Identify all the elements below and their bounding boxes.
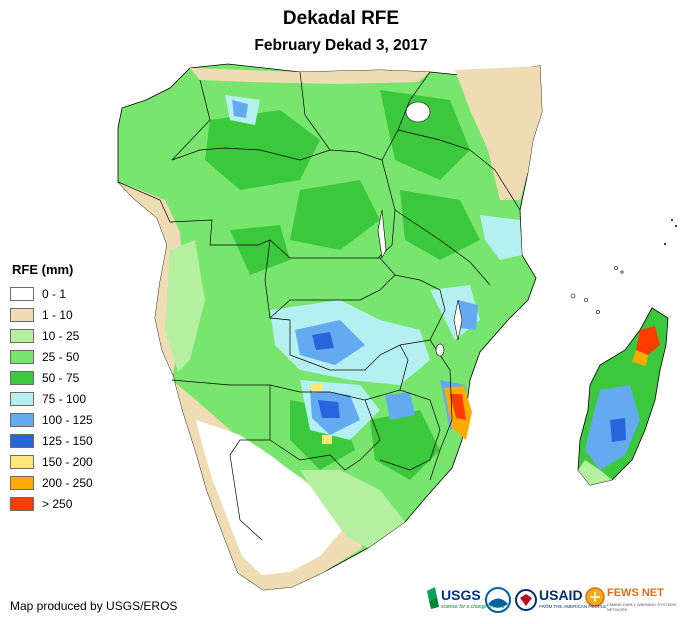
madagascar-heavy	[632, 350, 648, 366]
legend: 0 - 1 1 - 10 10 - 25 25 - 50 50 - 75 75 - 100…	[10, 283, 93, 515]
legend-label: 1 - 10	[42, 307, 73, 322]
legend-label: 10 - 25	[42, 328, 80, 343]
map-title: Dekadal RFE	[282, 8, 400, 29]
legend-label: 150 - 200	[42, 455, 93, 470]
legend-swatch	[10, 497, 34, 512]
legend-swatch	[10, 392, 34, 407]
legend-item: 100 - 125	[10, 410, 93, 431]
dry-region-horn	[455, 66, 542, 200]
credit-text: Map produced by USGS/EROS	[10, 599, 178, 613]
usaid-logo-text: USAID	[539, 587, 583, 603]
usaid-logo	[515, 589, 537, 611]
noaa-logo	[485, 587, 511, 613]
madagascar-dry	[578, 460, 612, 485]
legend-label: 0 - 1	[42, 286, 67, 301]
fews-logo-text: FEWS NET	[607, 587, 664, 599]
usgs-logo-text: USGS	[441, 587, 481, 603]
comoros-islands	[570, 266, 624, 314]
agency-logos: USGS science for a changing world USAID …	[425, 583, 677, 619]
legend-swatch	[10, 286, 34, 301]
legend-item: 150 - 200	[10, 452, 93, 473]
map-subtitle: February Dekad 3, 2017	[254, 37, 428, 54]
logo-strip	[427, 587, 605, 613]
legend-swatch	[10, 370, 34, 385]
legend-item: > 250	[10, 494, 93, 515]
legend-label: 200 - 250	[42, 476, 93, 491]
madagascar-extreme	[636, 326, 660, 355]
legend-label: 125 - 150	[42, 434, 93, 449]
legend-label: 25 - 50	[42, 349, 80, 364]
legend-swatch	[10, 434, 34, 449]
usgs-logo	[427, 587, 439, 609]
legend-item: 75 - 100	[10, 388, 93, 409]
legend-item: 10 - 25	[10, 325, 93, 346]
fews-logo	[585, 587, 605, 607]
lakes	[377, 101, 463, 357]
madagascar-dark-blue	[610, 418, 626, 442]
light-green-west	[165, 240, 205, 372]
seychelles-islands	[664, 219, 677, 245]
legend-swatch	[10, 413, 34, 428]
legend-item: 0 - 1	[10, 283, 93, 304]
legend-swatch	[10, 307, 34, 322]
light-green-south	[300, 470, 405, 548]
legend-swatch	[10, 455, 34, 470]
legend-label: 75 - 100	[42, 392, 87, 407]
legend-item: 25 - 50	[10, 346, 93, 367]
legend-label: 50 - 75	[42, 370, 80, 385]
legend-item: 125 - 150	[10, 431, 93, 452]
fews-tagline: FAMINE EARLY WARNING SYSTEMS NETWORK	[607, 602, 677, 612]
legend-item: 200 - 250	[10, 473, 93, 494]
legend-label: > 250	[42, 497, 73, 512]
legend-label: 100 - 125	[42, 413, 93, 428]
desert-region	[196, 420, 344, 575]
legend-item: 50 - 75	[10, 367, 93, 388]
legend-swatch	[10, 349, 34, 364]
usgs-tagline: science for a changing world	[441, 604, 505, 610]
legend-item: 1 - 10	[10, 304, 93, 325]
country-borders	[117, 71, 521, 541]
dry-region-north	[190, 68, 430, 84]
legend-swatch	[10, 328, 34, 343]
legend-swatch	[10, 476, 34, 491]
legend-title: RFE (mm)	[12, 262, 74, 277]
usaid-tagline: FROM THE AMERICAN PEOPLE	[539, 604, 607, 609]
